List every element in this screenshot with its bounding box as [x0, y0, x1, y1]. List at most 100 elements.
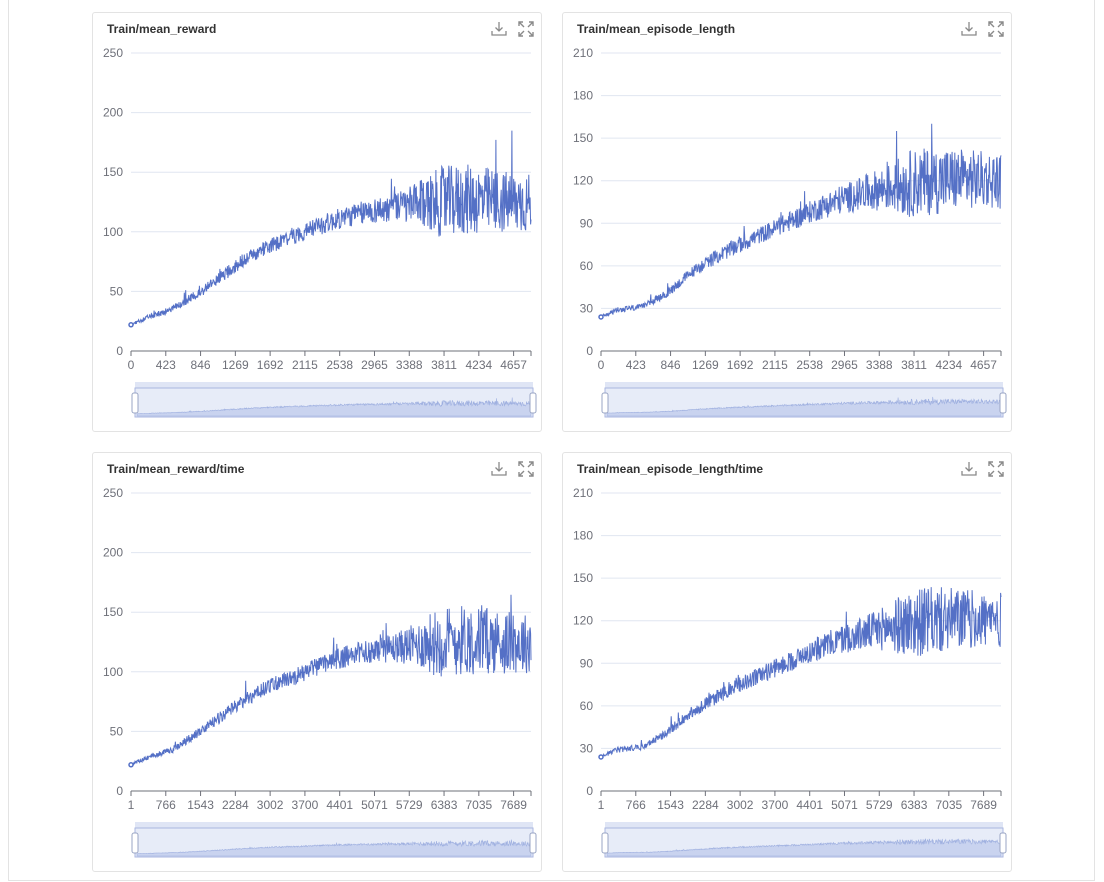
x-tick-label: 1269	[222, 358, 249, 372]
x-tick-label: 423	[156, 358, 176, 372]
x-tick-label: 4401	[796, 798, 823, 812]
fullscreen-icon[interactable]	[517, 20, 535, 38]
x-tick-label: 0	[128, 358, 135, 372]
zoom-slider-preview	[136, 839, 532, 857]
zoom-slider-preview	[136, 397, 532, 417]
x-tick-label: 1	[598, 798, 605, 812]
series-start-point	[128, 322, 134, 328]
y-tick-label: 150	[573, 131, 593, 145]
zoom-slider-handle	[131, 832, 139, 854]
chart-title: Train/mean_reward/time	[107, 462, 245, 476]
chart-card-train-mean-episode-length-time: Train/mean_episode_length/time 0 30 60 90 12…	[562, 452, 1012, 872]
chart-title: Train/mean_episode_length/time	[577, 462, 764, 476]
download-icon[interactable]	[960, 460, 978, 478]
download-icon[interactable]	[490, 460, 508, 478]
x-tick-label: 1543	[187, 798, 214, 812]
x-tick-label: 4401	[326, 798, 353, 812]
series-line	[600, 123, 1002, 319]
y-tick-label: 250	[103, 46, 123, 60]
x-tick-label: 1	[128, 798, 135, 812]
x-tick-label: 2965	[831, 358, 858, 372]
y-tick-label: 120	[573, 614, 593, 628]
x-tick-label: 6383	[901, 798, 928, 812]
zoom-slider-handle-bar	[605, 822, 1003, 828]
fullscreen-icon[interactable]	[987, 460, 1005, 478]
x-tick-label: 3002	[257, 798, 284, 812]
zoom-slider-handle-bar	[605, 382, 1003, 388]
x-tick-label: 2538	[796, 358, 823, 372]
y-tick-label: 180	[573, 529, 593, 543]
y-tick-label: 60	[580, 259, 594, 273]
zoom-slider-handle	[131, 392, 139, 414]
zoom-slider-handle	[601, 832, 609, 854]
y-tick-label: 200	[103, 546, 123, 560]
x-tick-label: 2115	[292, 358, 318, 372]
x-tick-label: 0	[598, 358, 605, 372]
y-tick-label: 90	[580, 656, 594, 670]
x-tick-label: 1692	[727, 358, 754, 372]
y-tick-label: 210	[573, 46, 593, 60]
x-tick-label: 1692	[257, 358, 284, 372]
zoom-slider-handle	[529, 832, 537, 854]
y-tick-label: 150	[103, 165, 123, 179]
line-chart[interactable]: 0 50 100 150 200 250 0 423 846 1269 1692 2115 2538 29…	[93, 13, 543, 433]
x-tick-label: 2965	[361, 358, 388, 372]
y-tick-label: 250	[103, 486, 123, 500]
x-tick-label: 3388	[866, 358, 893, 372]
series-line	[130, 130, 532, 327]
x-tick-label: 5729	[396, 798, 423, 812]
chart-card-train-mean-reward-time: Train/mean_reward/time 0 50 100 150 200 250 1 7…	[92, 452, 542, 872]
y-tick-label: 60	[580, 699, 594, 713]
line-chart[interactable]: 0 50 100 150 200 250 1 766 1543 2284 3002 3700 4401 5…	[93, 453, 543, 873]
chart-title: Train/mean_reward	[107, 22, 217, 36]
y-tick-label: 50	[110, 284, 124, 298]
x-tick-label: 5071	[361, 798, 388, 812]
y-tick-label: 100	[103, 665, 123, 679]
chart-card-train-mean-reward: Train/mean_reward 0 50 100 150 200 250 0 423 846…	[92, 12, 542, 432]
y-tick-label: 0	[586, 784, 593, 798]
x-tick-label: 766	[626, 798, 646, 812]
x-tick-label: 4234	[465, 358, 492, 372]
line-chart[interactable]: 0 30 60 90 120 150 180 210 1 766 1543 2284 3002 3700 4…	[563, 453, 1013, 873]
y-tick-label: 210	[573, 486, 593, 500]
x-tick-label: 2538	[326, 358, 353, 372]
x-tick-label: 3002	[727, 798, 754, 812]
x-tick-label: 1269	[692, 358, 719, 372]
x-tick-label: 766	[156, 798, 176, 812]
x-tick-label: 2284	[692, 798, 719, 812]
x-tick-label: 5729	[866, 798, 893, 812]
x-tick-label: 3700	[762, 798, 789, 812]
download-icon[interactable]	[490, 20, 508, 38]
x-tick-label: 4234	[935, 358, 962, 372]
line-chart[interactable]: 0 30 60 90 120 150 180 210 0 423 846 1269 1692 2115 25…	[563, 13, 1013, 433]
y-tick-label: 150	[103, 605, 123, 619]
y-tick-label: 150	[573, 571, 593, 585]
x-tick-label: 7689	[500, 798, 527, 812]
y-tick-label: 0	[116, 344, 123, 358]
dashboard-frame	[8, 0, 1095, 881]
x-tick-label: 6383	[431, 798, 458, 812]
zoom-slider-handle	[529, 392, 537, 414]
fullscreen-icon[interactable]	[987, 20, 1005, 38]
y-tick-label: 100	[103, 225, 123, 239]
y-tick-label: 30	[580, 741, 594, 755]
x-tick-label: 7035	[465, 798, 492, 812]
fullscreen-icon[interactable]	[517, 460, 535, 478]
y-tick-label: 50	[110, 724, 124, 738]
x-tick-label: 2115	[762, 358, 788, 372]
download-icon[interactable]	[960, 20, 978, 38]
x-tick-label: 846	[661, 358, 681, 372]
y-tick-label: 200	[103, 106, 123, 120]
x-tick-label: 423	[626, 358, 646, 372]
y-tick-label: 90	[580, 216, 594, 230]
y-tick-label: 120	[573, 174, 593, 188]
zoom-slider-preview	[606, 396, 1002, 417]
y-tick-label: 30	[580, 301, 594, 315]
x-tick-label: 4657	[970, 358, 997, 372]
zoom-slider-handle	[601, 392, 609, 414]
zoom-slider-handle	[999, 392, 1007, 414]
series-start-point	[128, 762, 134, 768]
x-tick-label: 1543	[657, 798, 684, 812]
series-start-point	[598, 754, 604, 760]
y-tick-label: 180	[573, 89, 593, 103]
